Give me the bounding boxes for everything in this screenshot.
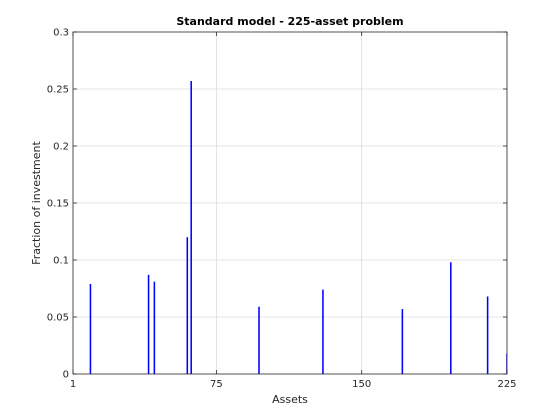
x-axis: 1 75 150 225	[70, 32, 517, 390]
x-tick-label: 225	[497, 379, 516, 390]
y-tick-label: 0	[63, 370, 69, 381]
chart-title: Standard model - 225-asset problem	[176, 15, 403, 28]
x-axis-label: Assets	[272, 393, 308, 406]
y-tick-label: 0.05	[47, 313, 69, 324]
bar	[258, 306, 260, 374]
y-axis-label: Fraction of investment	[30, 141, 43, 265]
bar	[486, 296, 489, 374]
y-tick-label: 0.15	[47, 199, 69, 210]
bar	[401, 309, 404, 374]
y-tick-label: 0.25	[47, 85, 69, 96]
y-tick-label: 0.1	[53, 256, 69, 267]
bar	[89, 283, 92, 374]
x-tick-label: 150	[352, 379, 371, 390]
x-tick-label: 75	[210, 379, 223, 390]
y-tick-label: 0.3	[53, 28, 69, 39]
bar	[147, 274, 150, 374]
grid-lines	[73, 32, 507, 374]
bar	[186, 237, 189, 374]
y-axis: 0 0.05 0.1 0.15 0.2 0.25 0.3	[47, 28, 507, 381]
x-tick-label: 1	[70, 379, 76, 390]
y-tick-label: 0.2	[53, 142, 69, 153]
bar	[190, 81, 192, 375]
bar	[153, 281, 156, 374]
bar	[322, 289, 324, 374]
bar	[450, 262, 452, 374]
